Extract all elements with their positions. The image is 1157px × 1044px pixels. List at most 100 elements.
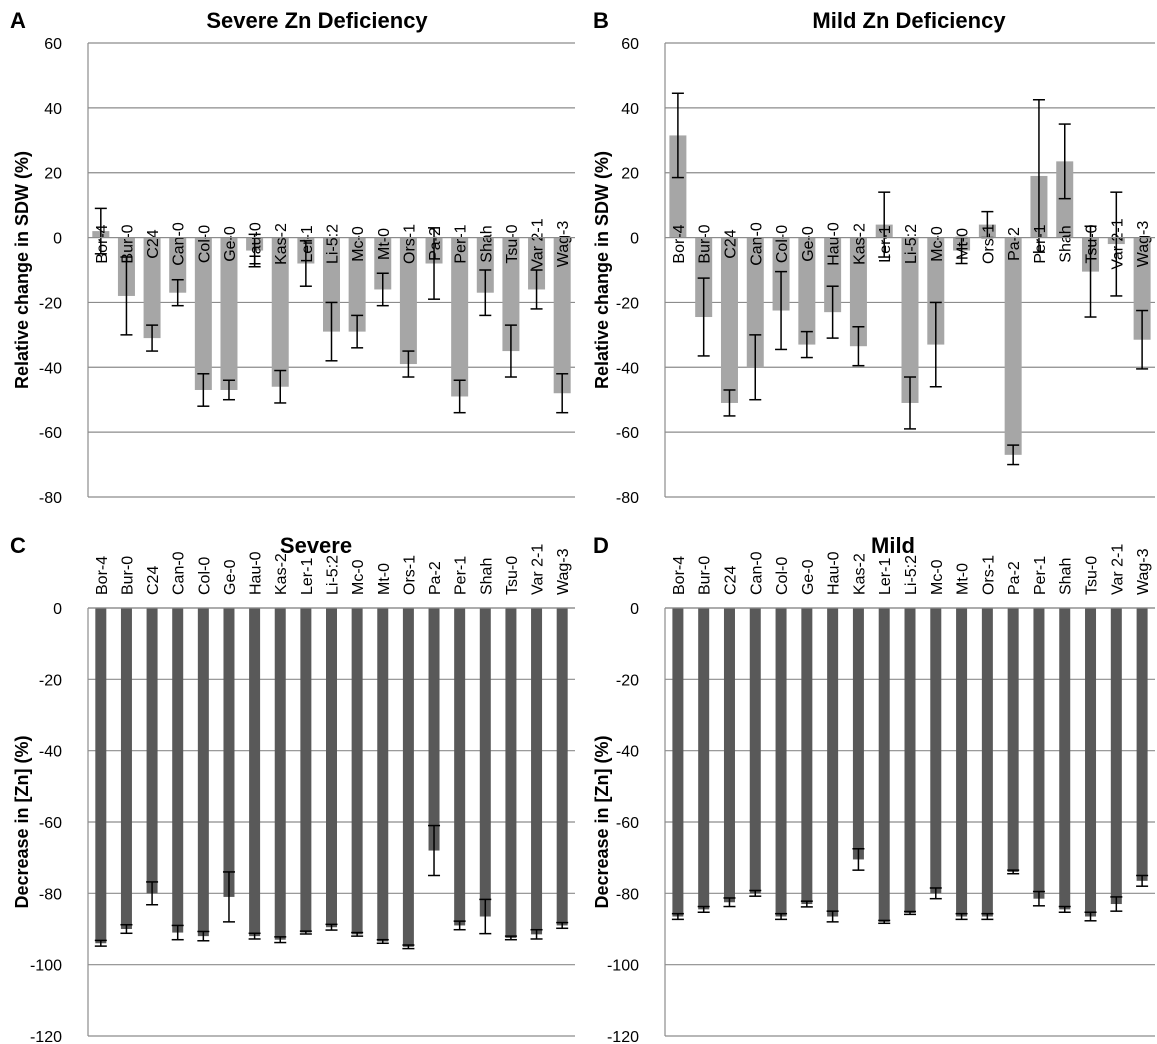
chart-title: Severe bbox=[280, 533, 352, 558]
y-tick-label: 40 bbox=[621, 101, 639, 118]
bar bbox=[1004, 237, 1022, 455]
panel-letter: B bbox=[593, 8, 609, 33]
x-tick-label: Mc-0 bbox=[350, 226, 367, 262]
x-tick-label: Ge-0 bbox=[222, 226, 239, 262]
panel-letter: A bbox=[10, 8, 26, 33]
x-tick-label: Ler-1 bbox=[877, 558, 894, 595]
x-tick-label: Mc-0 bbox=[929, 226, 946, 262]
bar bbox=[194, 237, 212, 390]
y-axis-label: Relative change in SDW (%) bbox=[592, 151, 612, 389]
x-tick-label: Ge-0 bbox=[800, 559, 817, 595]
x-tick-label: Per-1 bbox=[453, 224, 470, 263]
bar bbox=[749, 608, 761, 894]
x-tick-label: Ge-0 bbox=[222, 559, 239, 595]
x-tick-label: Var 2-1 bbox=[530, 544, 547, 595]
y-tick-label: -40 bbox=[616, 360, 639, 377]
y-tick-label: -80 bbox=[616, 490, 639, 507]
x-tick-label: Li-5:2 bbox=[903, 555, 920, 595]
x-tick-label: Ors-1 bbox=[401, 224, 418, 264]
y-tick-label: 0 bbox=[630, 601, 639, 618]
y-tick-label: -80 bbox=[39, 490, 62, 507]
x-tick-label: Shah bbox=[1058, 558, 1075, 595]
x-tick-label: Li-5:2 bbox=[325, 555, 342, 595]
bar bbox=[981, 608, 993, 917]
y-tick-label: -120 bbox=[30, 1029, 62, 1044]
x-tick-label: Per-1 bbox=[453, 556, 470, 595]
x-tick-label: Can-0 bbox=[171, 222, 188, 266]
chart-title: Severe Zn Deficiency bbox=[206, 8, 428, 33]
bar bbox=[169, 237, 187, 293]
bar bbox=[1110, 608, 1122, 905]
bar bbox=[904, 608, 916, 913]
x-tick-label: Ors-1 bbox=[980, 224, 997, 264]
bar bbox=[220, 237, 238, 390]
x-tick-label: Li-5:2 bbox=[903, 224, 920, 264]
bar bbox=[528, 237, 546, 290]
x-tick-label: Kas-2 bbox=[851, 553, 868, 595]
x-tick-label: Kas-2 bbox=[851, 223, 868, 265]
x-tick-label: Pa-2 bbox=[427, 227, 444, 261]
x-tick-label: Col-0 bbox=[196, 225, 213, 263]
x-tick-label: Ors-1 bbox=[401, 555, 418, 595]
x-tick-label: Bur-0 bbox=[119, 224, 136, 263]
x-tick-label: Tsu-0 bbox=[504, 556, 521, 595]
bar bbox=[698, 608, 710, 910]
x-tick-label: Pa-2 bbox=[1006, 227, 1023, 261]
y-tick-label: -80 bbox=[616, 886, 639, 903]
x-tick-label: Hau-0 bbox=[826, 551, 843, 595]
x-tick-label: Wag-3 bbox=[555, 221, 572, 268]
x-tick-label: Bur-0 bbox=[697, 224, 714, 263]
x-tick-label: Mc-0 bbox=[929, 559, 946, 595]
y-axis-label: Decrease in [Zn] (%) bbox=[592, 735, 612, 908]
bar bbox=[300, 608, 312, 933]
y-tick-label: -80 bbox=[39, 886, 62, 903]
bar bbox=[479, 608, 491, 917]
y-tick-label: -120 bbox=[607, 1029, 639, 1044]
y-tick-label: -40 bbox=[39, 744, 62, 761]
x-tick-label: C24 bbox=[145, 229, 162, 258]
bar bbox=[531, 608, 543, 935]
bar bbox=[428, 608, 440, 851]
bar bbox=[326, 608, 337, 928]
x-tick-label: Ler-1 bbox=[299, 225, 316, 262]
bar bbox=[798, 237, 816, 345]
x-tick-label: Ors-1 bbox=[980, 555, 997, 595]
y-axis-label: Decrease in [Zn] (%) bbox=[12, 735, 32, 908]
x-tick-label: Var 2-1 bbox=[1109, 544, 1126, 595]
x-tick-label: Var 2-1 bbox=[530, 218, 547, 269]
bar bbox=[901, 237, 919, 403]
chart-title: Mild Zn Deficiency bbox=[812, 8, 1006, 33]
y-tick-label: -20 bbox=[39, 295, 62, 312]
bar bbox=[274, 608, 286, 940]
y-tick-label: -20 bbox=[616, 672, 639, 689]
x-tick-label: Bur-0 bbox=[697, 556, 714, 595]
bar bbox=[323, 237, 340, 332]
bar bbox=[451, 237, 469, 397]
x-tick-label: Can-0 bbox=[748, 551, 765, 595]
panel-d: D Mild 0 -20 -40 -60 -80 -100 -120 Decrease in [Z… bbox=[592, 533, 1155, 1044]
bar bbox=[374, 237, 392, 290]
x-tick-label: Hau-0 bbox=[248, 222, 265, 266]
x-tick-label: Col-0 bbox=[196, 557, 213, 595]
x-tick-label: Bor-4 bbox=[94, 224, 111, 263]
y-tick-label: -100 bbox=[607, 958, 639, 975]
x-tick-label: Mc-0 bbox=[350, 559, 367, 595]
x-tick-label: Can-0 bbox=[748, 222, 765, 266]
x-tick-label: Li-5:2 bbox=[325, 224, 342, 264]
x-tick-label: Ge-0 bbox=[800, 226, 817, 262]
bar bbox=[146, 608, 158, 894]
bar bbox=[672, 608, 684, 917]
y-tick-label: -60 bbox=[616, 425, 639, 442]
panel-letter: D bbox=[593, 533, 609, 558]
x-tick-label: Mt-0 bbox=[376, 228, 393, 260]
y-tick-label: -20 bbox=[39, 672, 62, 689]
bar bbox=[878, 608, 890, 922]
bar bbox=[824, 237, 842, 313]
x-tick-label: Mt-0 bbox=[955, 563, 972, 595]
x-tick-label: Bor-4 bbox=[671, 556, 688, 595]
y-tick-label: -40 bbox=[39, 360, 62, 377]
x-tick-label: Tsu-0 bbox=[1084, 224, 1101, 263]
bar bbox=[197, 608, 209, 937]
bar bbox=[927, 237, 945, 345]
x-tick-label: Wag-3 bbox=[555, 548, 572, 595]
